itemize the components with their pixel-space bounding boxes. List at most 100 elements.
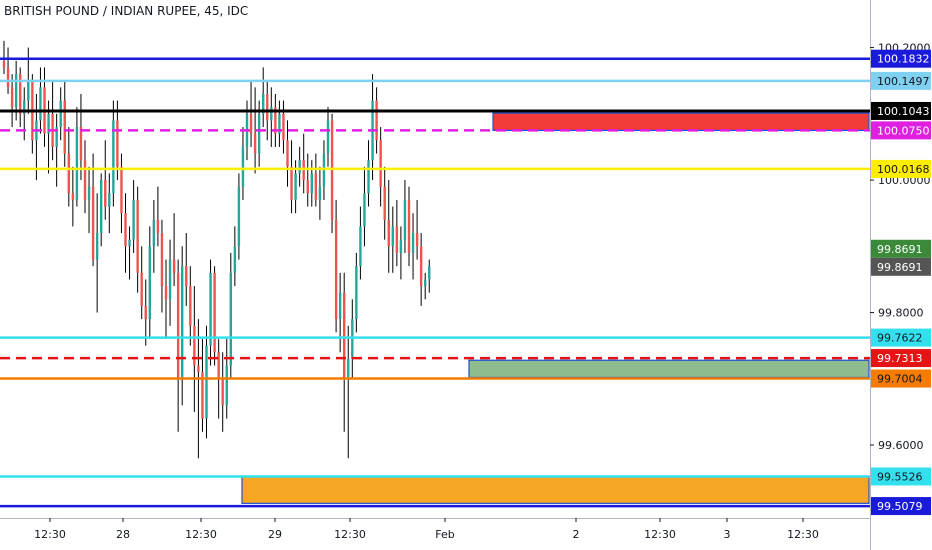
candle-body: [160, 233, 164, 287]
candle-body: [387, 219, 390, 247]
candle-body: [108, 193, 111, 207]
x-tick-label: 3: [724, 528, 731, 541]
candle-body: [237, 186, 241, 247]
level-label-3: 100.0750: [877, 124, 930, 137]
candle-body: [128, 239, 131, 247]
candle-body: [181, 266, 184, 379]
x-tick-label: Feb: [435, 528, 454, 541]
candle-body: [318, 186, 322, 200]
level-label-4: 100.0168: [877, 163, 930, 176]
candle-body: [338, 292, 342, 320]
level-label-7-bg: [871, 369, 931, 388]
candle-body: [63, 100, 66, 154]
candle-body: [225, 365, 228, 406]
candle-body: [67, 153, 70, 194]
candle-body: [185, 266, 188, 287]
candle-body: [359, 226, 362, 267]
horizontal-lines-layer: [0, 57, 870, 508]
candle-body: [14, 74, 18, 108]
candle-body: [229, 272, 232, 366]
candle-body: [213, 272, 216, 353]
candle-body: [205, 345, 208, 419]
candle-body: [95, 233, 99, 260]
candle-body: [148, 246, 151, 320]
candle-body: [59, 100, 62, 128]
candle-body: [217, 352, 220, 379]
candle-body: [375, 100, 378, 141]
last-price-label-1-bg: [871, 257, 931, 276]
y-tick-label: 99.6000: [878, 439, 924, 452]
candle-body: [253, 133, 257, 154]
candle-body: [334, 219, 338, 320]
price-labels-layer: 100.1832 100.1497 100.1043 100.0750 100.0168…: [871, 49, 931, 516]
candle-body: [399, 239, 403, 253]
candle-body: [290, 166, 293, 200]
candle-body: [164, 286, 168, 300]
candle-body: [428, 266, 431, 280]
candle-body: [266, 93, 269, 121]
candle-body: [282, 113, 285, 141]
level-label-2: 100.1043: [877, 105, 930, 118]
chart-title: BRITISH POUND / INDIAN RUPEE, 45, IDC: [4, 4, 249, 18]
candle-body: [249, 113, 253, 134]
candle-body: [156, 219, 160, 234]
x-tick-label: 2: [573, 528, 580, 541]
candle-body: [168, 259, 172, 300]
candle-body: [415, 233, 419, 247]
candle-body: [193, 325, 196, 366]
candle-body: [326, 120, 330, 154]
x-tick-label: 12:30: [185, 528, 217, 541]
candle-body: [233, 246, 237, 273]
candle-body: [314, 173, 318, 200]
candle-body: [306, 180, 309, 194]
x-tick-label: 28: [116, 528, 130, 541]
candle-body: [343, 292, 346, 379]
candle-body: [132, 199, 135, 240]
candle-body: [241, 146, 245, 187]
candle-body: [201, 372, 204, 419]
candle-body: [55, 127, 58, 147]
level-label-3-bg: [871, 121, 931, 140]
candle-body: [407, 199, 411, 253]
candle-body: [209, 272, 212, 346]
level-label-5-bg: [871, 328, 931, 347]
y-tick-label: 99.8000: [878, 307, 924, 320]
candle-body: [347, 358, 350, 379]
last-price-label-0: 99.8691: [877, 243, 923, 256]
level-label-6: 99.7313: [877, 352, 923, 365]
level-label-5: 99.7622: [877, 332, 923, 345]
level-label-0-bg: [871, 49, 931, 68]
candle-body: [79, 127, 83, 161]
candle-body: [298, 160, 301, 174]
level-label-8-bg: [871, 467, 931, 486]
last-price-label-1: 99.8691: [877, 261, 923, 274]
candle-body: [2, 60, 6, 68]
level-label-9-bg: [871, 497, 931, 516]
level-label-6-bg: [871, 349, 931, 368]
zone-rect-2: [241, 475, 870, 504]
candle-body: [27, 80, 30, 101]
candle-body: [424, 279, 427, 287]
candles-layer: [2, 40, 431, 459]
x-tick-label: 12:30: [787, 528, 819, 541]
level-label-1: 100.1497: [877, 75, 930, 88]
candle-body: [83, 160, 87, 200]
x-tick-label: 29: [268, 528, 282, 541]
candle-body: [71, 193, 75, 200]
candle-body: [6, 67, 10, 88]
candle-body: [286, 140, 289, 167]
zone-rect-1: [468, 359, 870, 379]
candle-body: [403, 199, 407, 240]
candle-body: [112, 120, 115, 194]
candle-body: [274, 107, 277, 134]
candle-body: [19, 74, 22, 114]
candle-body: [104, 180, 107, 207]
candle-body: [136, 199, 139, 273]
candle-body: [120, 166, 123, 214]
candle-body: [124, 213, 127, 247]
candle-body: [310, 173, 313, 194]
candle-body: [172, 259, 176, 273]
level-label-8: 99.5526: [877, 470, 923, 483]
